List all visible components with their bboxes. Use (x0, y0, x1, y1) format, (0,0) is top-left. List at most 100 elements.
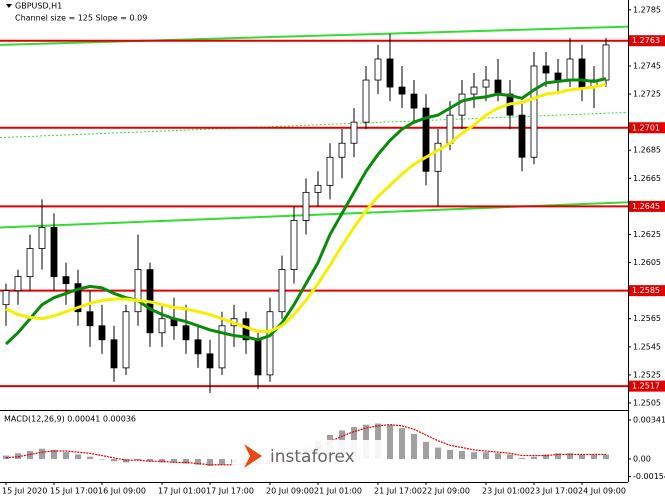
macd-bar (507, 454, 513, 460)
x-tick-label: 24 Jul 09:00 (578, 487, 626, 496)
candle-body (290, 220, 298, 270)
x-tick-label: 23 Jul 01:00 (482, 487, 530, 496)
y-tick-label: 1.2525 (633, 370, 661, 379)
macd-label: MACD(12,26,9) 0.00041 0.00036 (4, 415, 136, 424)
macd-bar (51, 449, 57, 460)
macd-bar (543, 454, 549, 460)
candle-body (26, 248, 34, 278)
candle-body (398, 86, 406, 95)
candle-body (50, 227, 58, 278)
macd-bar (447, 449, 453, 460)
y-tick-label: 1.2505 (633, 398, 661, 407)
x-tick-label: 15 Jul 17:00 (50, 487, 98, 496)
y-tick-label: 1.2605 (633, 258, 661, 267)
level-label-box (629, 35, 665, 47)
y-tick-label: 1.2785 (633, 5, 661, 14)
macd-bar (411, 433, 417, 460)
macd-bar (183, 459, 189, 464)
macd-bar (75, 454, 81, 460)
candle-body (422, 107, 430, 172)
macd-bar (147, 459, 153, 462)
candle-body (410, 93, 418, 109)
y2-tick-label: 0.00 (633, 455, 651, 464)
macd-bar (387, 424, 393, 460)
y-tick-label: 1.2745 (633, 61, 661, 70)
candle-body (434, 142, 442, 172)
candle-body (362, 79, 370, 123)
macd-bar (459, 451, 465, 460)
candle-body (158, 318, 166, 334)
macd-bar (483, 452, 489, 460)
macd-bar (423, 441, 429, 460)
x-tick-label: 21 Jul 01:00 (314, 487, 362, 496)
x-tick-label: 22 Jul 09:00 (422, 487, 470, 496)
y2-tick-label: 0.00341 (633, 416, 665, 425)
candle-body (278, 269, 286, 313)
level-label: 1.2517 (632, 382, 660, 391)
candle-body (62, 276, 70, 285)
candle-body (314, 184, 322, 193)
level-label: 1.2701 (632, 123, 660, 132)
candle-body (350, 121, 358, 144)
level-label-box (629, 380, 665, 392)
macd-bar (471, 452, 477, 460)
candle-body (542, 65, 550, 74)
x-tick-label: 20 Jul 09:00 (266, 487, 314, 496)
candle-body (206, 353, 214, 369)
candle-body (74, 283, 82, 313)
macd-bar (603, 454, 609, 460)
y-tick-label: 1.2725 (633, 90, 661, 99)
macd-bar (519, 457, 525, 460)
level-label: 1.2763 (632, 36, 660, 45)
channel-line (0, 25, 629, 46)
candle-body (338, 142, 346, 158)
macd-bar (591, 454, 597, 460)
level-label-box (629, 200, 665, 212)
candle-body (110, 339, 118, 369)
candle-body (122, 311, 130, 369)
candle-body (218, 325, 226, 369)
y-tick-label: 1.2565 (633, 314, 661, 323)
candle-body (182, 325, 190, 341)
candle-body (302, 191, 310, 221)
y-tick-label: 1.2685 (633, 146, 661, 155)
x-tick-label: 17 Jul 01:00 (158, 487, 206, 496)
y-tick-label: 1.2545 (633, 342, 661, 351)
candle-body (482, 79, 490, 88)
x-tick-label: 16 Jul 09:00 (98, 487, 146, 496)
candle-body (14, 276, 22, 292)
candle-body (194, 339, 202, 355)
macd-bar (495, 453, 501, 460)
level-label: 1.2645 (632, 202, 660, 211)
candle-body (566, 58, 574, 81)
candle-body (38, 227, 46, 249)
plot: 1.2785 1.2745 1.2725 1.2685 1.2665 1.2625 1.26… (0, 5, 665, 496)
candle-body (578, 58, 586, 88)
candle-body (530, 65, 538, 158)
macd-bar (195, 459, 201, 465)
x-tick-label: 15 Jul 2020 (2, 487, 47, 496)
macd-bar (207, 459, 213, 466)
macd-bar (99, 459, 105, 460)
macd-bar (531, 456, 537, 460)
title-arrow (6, 4, 12, 8)
candle-body (98, 325, 106, 341)
candle-body (86, 311, 94, 327)
chart-subtitle: Channel size = 125 Slope = 0.09 (15, 14, 147, 23)
moving-average (4, 77, 607, 346)
candle-body (386, 58, 394, 88)
candle-body (554, 72, 562, 81)
channel-line (0, 111, 629, 139)
macd-bar (579, 454, 585, 460)
x-tick-label: 21 Jul 17:00 (374, 487, 422, 496)
candle-body (602, 44, 610, 81)
level-label-box (629, 122, 665, 134)
macd-bar (399, 428, 405, 460)
candle-body (266, 311, 274, 376)
candle-body (326, 156, 334, 186)
moving-average (5, 82, 607, 333)
x-tick-label: 23 Jul 17:00 (530, 487, 578, 496)
candle-body (446, 114, 454, 144)
macd-bar (63, 452, 69, 460)
